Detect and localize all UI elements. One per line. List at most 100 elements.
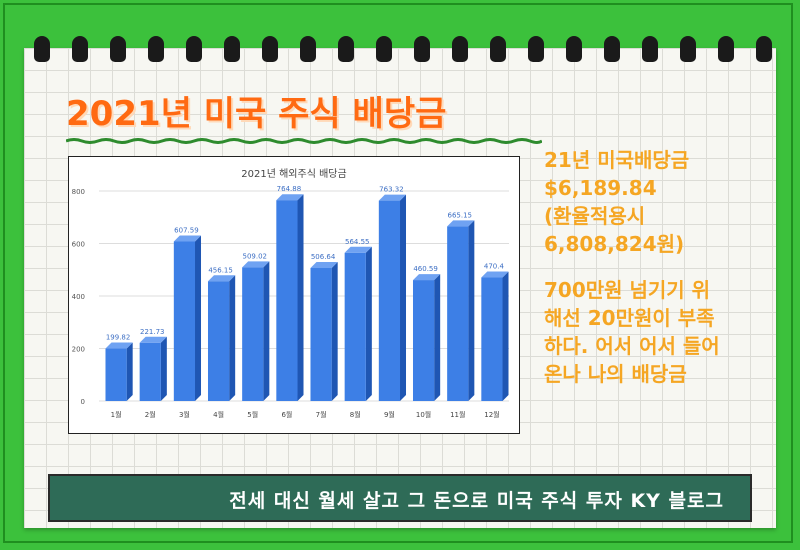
binder-ring — [224, 36, 240, 62]
bar — [139, 342, 161, 401]
summary-line: (환율적용시 — [544, 204, 646, 228]
binder-ring — [718, 36, 734, 62]
bar — [242, 267, 264, 401]
bar — [173, 241, 196, 401]
summary-line: 21년 미국배당금 — [544, 148, 690, 172]
binder-ring — [300, 36, 316, 62]
data-label: 607.59 — [174, 227, 199, 235]
bar-side — [160, 336, 167, 401]
binder-ring — [680, 36, 696, 62]
binder-ring — [528, 36, 544, 62]
binder-ring — [566, 36, 582, 62]
bar — [310, 268, 332, 401]
data-label: 509.02 — [243, 252, 268, 260]
footer-text: 전세 대신 월세 살고 그 돈으로 미국 주식 투자 KY 블로그 — [229, 490, 724, 512]
x-tick-label: 9월 — [384, 410, 395, 419]
bar-side — [195, 235, 202, 401]
summary-text: 21년 미국배당금 $6,189.84 (환율적용시 6,808,824원) 7… — [544, 146, 774, 388]
bar-side — [297, 194, 304, 401]
bar-top — [105, 342, 133, 349]
comment-line: 700만원 넘기기 위 — [544, 278, 711, 302]
summary-amount: $6,189.84 — [544, 176, 657, 200]
chart-title: 2021년 해외주식 배당금 — [241, 167, 346, 180]
binder-ring — [110, 36, 126, 62]
data-label: 460.59 — [413, 265, 438, 273]
x-tick-label: 2월 — [145, 410, 156, 419]
binder-ring — [604, 36, 620, 62]
x-tick-label: 6월 — [281, 410, 292, 419]
bar — [481, 277, 503, 401]
binder-rings — [0, 30, 800, 70]
binder-ring — [414, 36, 430, 62]
binder-ring — [642, 36, 658, 62]
bar — [378, 200, 401, 401]
binder-ring — [338, 36, 354, 62]
bar-side — [400, 194, 407, 401]
bar-top — [139, 336, 167, 343]
data-label: 564.55 — [345, 238, 370, 246]
bar — [276, 200, 298, 401]
frame-border — [3, 3, 793, 543]
bar-top — [207, 275, 236, 282]
bar-top — [481, 271, 509, 278]
bar — [447, 226, 469, 401]
bar — [105, 348, 127, 401]
bar-top — [378, 194, 407, 201]
bar-side — [434, 274, 441, 401]
y-tick-label: 200 — [72, 346, 85, 354]
bar-top — [412, 274, 441, 281]
comment-line: 온나 나의 배당금 — [544, 362, 687, 386]
binder-ring — [376, 36, 392, 62]
data-label: 506.64 — [311, 253, 336, 261]
summary-krw: 6,808,824원) — [544, 232, 685, 256]
bar-side — [365, 246, 372, 401]
binder-ring — [452, 36, 468, 62]
bar-top — [173, 235, 202, 242]
bar-chart: 2021년 해외주식 배당금 0 200 400 600 800 199.82 1월 221… — [72, 167, 509, 419]
x-tick-label: 3월 — [179, 410, 190, 419]
binder-ring — [148, 36, 164, 62]
data-label: 221.73 — [140, 328, 165, 336]
bar-side — [263, 261, 270, 401]
bar-side — [468, 220, 475, 401]
data-label: 763.32 — [379, 186, 404, 194]
binder-ring — [34, 36, 50, 62]
chart-panel: 2021년 해외주식 배당금 0 200 400 600 800 199.82 1월 221… — [68, 156, 520, 434]
bar-top — [447, 220, 475, 227]
bar — [412, 280, 435, 401]
x-tick-label: 12월 — [484, 410, 499, 419]
bar-top — [310, 262, 338, 269]
binder-ring — [756, 36, 772, 62]
binder-ring — [72, 36, 88, 62]
title-underline — [66, 138, 542, 144]
data-label: 470.4 — [484, 263, 505, 271]
bar-top — [344, 246, 372, 253]
binder-ring — [186, 36, 202, 62]
x-tick-label: 10월 — [416, 410, 431, 419]
data-label: 199.82 — [106, 334, 131, 342]
binder-ring — [490, 36, 506, 62]
x-tick-label: 8월 — [350, 410, 361, 419]
data-label: 764.88 — [277, 185, 302, 193]
y-tick-label: 800 — [72, 188, 85, 196]
x-tick-label: 11월 — [450, 410, 465, 419]
bar — [344, 252, 366, 401]
page-title: 2021년 미국 주식 배당금 — [66, 94, 447, 134]
bar-side — [229, 275, 236, 401]
x-tick-label: 4월 — [213, 410, 224, 419]
bar-side — [331, 262, 338, 401]
comment-line: 하다. 어서 어서 들어 — [544, 334, 720, 358]
y-tick-label: 400 — [72, 293, 85, 301]
comment-line: 해선 20만원이 부족 — [544, 306, 715, 330]
x-tick-label: 1월 — [111, 410, 122, 419]
data-label: 665.15 — [448, 211, 473, 219]
bar-side — [502, 271, 509, 401]
x-tick-label: 7월 — [316, 410, 327, 419]
bar-top — [276, 194, 304, 201]
bar — [207, 281, 230, 401]
y-tick-label: 600 — [72, 241, 85, 249]
data-label: 456.15 — [208, 266, 233, 274]
x-tick-label: 5월 — [247, 410, 258, 419]
bar-side — [126, 342, 133, 401]
binder-ring — [262, 36, 278, 62]
